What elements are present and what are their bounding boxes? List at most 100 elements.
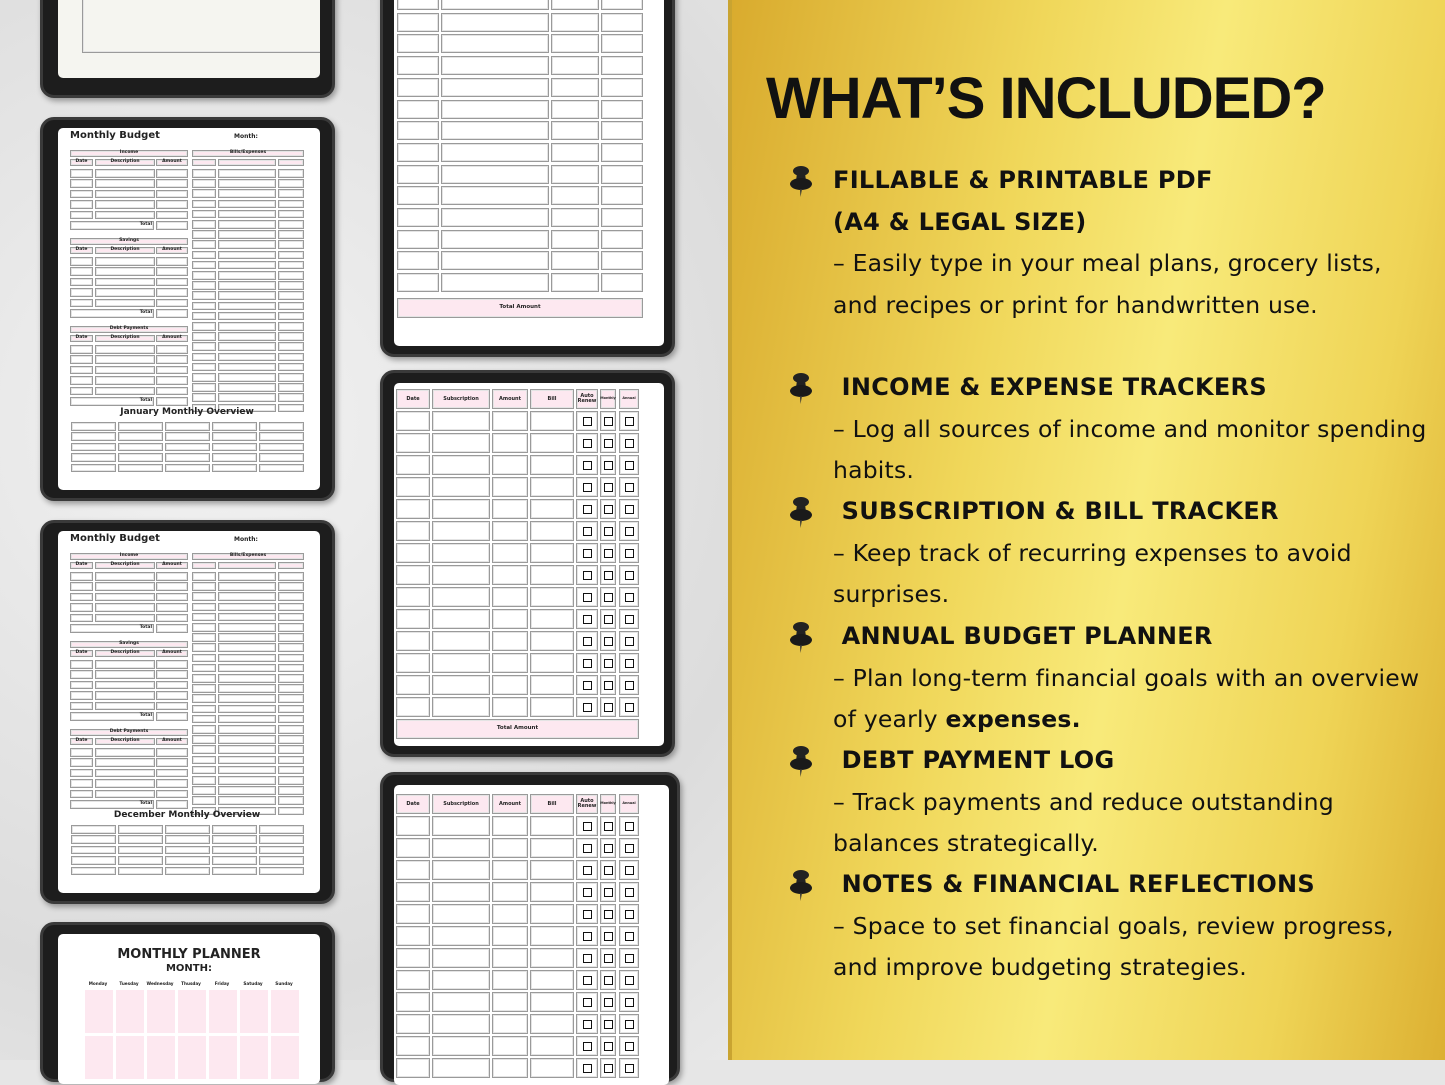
checkbox[interactable] bbox=[603, 460, 613, 470]
checkbox[interactable] bbox=[624, 614, 634, 624]
checkbox[interactable] bbox=[603, 526, 613, 536]
checkbox[interactable] bbox=[624, 1041, 634, 1051]
checkbox[interactable] bbox=[624, 526, 634, 536]
table-cell bbox=[441, 77, 549, 97]
table-cell bbox=[218, 684, 276, 693]
table-cell bbox=[278, 281, 304, 290]
checkbox[interactable] bbox=[582, 931, 592, 941]
checkbox[interactable] bbox=[603, 909, 613, 919]
checkbox[interactable] bbox=[582, 614, 592, 624]
column-label: Subscription bbox=[443, 800, 479, 807]
checkbox[interactable] bbox=[603, 416, 613, 426]
checkbox[interactable] bbox=[603, 931, 613, 941]
table-cell bbox=[70, 257, 93, 266]
column-header bbox=[576, 794, 598, 814]
checkbox[interactable] bbox=[603, 636, 613, 646]
checkbox[interactable] bbox=[624, 953, 634, 963]
checkbox[interactable] bbox=[624, 416, 634, 426]
checkbox[interactable] bbox=[582, 865, 592, 875]
checkbox[interactable] bbox=[582, 1019, 592, 1029]
checkbox[interactable] bbox=[624, 460, 634, 470]
feature-description: – Plan long-term financial goals with an… bbox=[833, 658, 1433, 741]
checkbox[interactable] bbox=[582, 702, 592, 712]
checkbox[interactable] bbox=[603, 658, 613, 668]
section-header bbox=[70, 326, 188, 333]
table-cell bbox=[192, 745, 216, 754]
checkbox[interactable] bbox=[603, 680, 613, 690]
checkbox[interactable] bbox=[624, 887, 634, 897]
checkbox[interactable] bbox=[624, 570, 634, 580]
checkbox[interactable] bbox=[582, 658, 592, 668]
checkbox[interactable] bbox=[603, 887, 613, 897]
checkbox[interactable] bbox=[603, 482, 613, 492]
checkbox[interactable] bbox=[582, 416, 592, 426]
table-cell bbox=[601, 142, 643, 162]
checkbox[interactable] bbox=[582, 636, 592, 646]
checkbox[interactable] bbox=[624, 821, 634, 831]
checkbox[interactable] bbox=[582, 997, 592, 1007]
checkbox[interactable] bbox=[603, 1041, 613, 1051]
checkbox[interactable] bbox=[624, 482, 634, 492]
checkbox[interactable] bbox=[624, 680, 634, 690]
checkbox[interactable] bbox=[582, 680, 592, 690]
checkbox[interactable] bbox=[603, 865, 613, 875]
checkbox[interactable] bbox=[624, 975, 634, 985]
checkbox[interactable] bbox=[624, 909, 634, 919]
checkbox[interactable] bbox=[582, 953, 592, 963]
checkbox[interactable] bbox=[603, 570, 613, 580]
checkbox[interactable] bbox=[603, 821, 613, 831]
checkbox[interactable] bbox=[582, 1041, 592, 1051]
checkbox[interactable] bbox=[603, 1063, 613, 1073]
checkbox[interactable] bbox=[624, 702, 634, 712]
checkbox[interactable] bbox=[603, 504, 613, 514]
checkbox[interactable] bbox=[582, 975, 592, 985]
column-header bbox=[432, 794, 490, 814]
checkbox[interactable] bbox=[603, 702, 613, 712]
checkbox[interactable] bbox=[582, 887, 592, 897]
table-cell bbox=[530, 433, 574, 453]
table-cell bbox=[432, 411, 490, 431]
checkbox[interactable] bbox=[603, 997, 613, 1007]
table-cell bbox=[192, 373, 216, 382]
checkbox[interactable] bbox=[603, 438, 613, 448]
checkbox[interactable] bbox=[582, 570, 592, 580]
checkbox[interactable] bbox=[624, 865, 634, 875]
table-cell bbox=[396, 970, 430, 990]
checkbox[interactable] bbox=[582, 482, 592, 492]
checkbox[interactable] bbox=[624, 1063, 634, 1073]
checkbox[interactable] bbox=[624, 548, 634, 558]
checkbox[interactable] bbox=[582, 1063, 592, 1073]
checkbox[interactable] bbox=[603, 953, 613, 963]
checkbox[interactable] bbox=[603, 548, 613, 558]
checkbox[interactable] bbox=[624, 438, 634, 448]
checkbox[interactable] bbox=[624, 592, 634, 602]
checkbox[interactable] bbox=[624, 658, 634, 668]
checkbox[interactable] bbox=[582, 438, 592, 448]
checkbox[interactable] bbox=[582, 592, 592, 602]
table-cell bbox=[192, 322, 216, 331]
table-cell bbox=[218, 291, 276, 300]
table-cell bbox=[278, 322, 304, 331]
checkbox[interactable] bbox=[582, 821, 592, 831]
checkbox[interactable] bbox=[603, 614, 613, 624]
checkbox[interactable] bbox=[624, 636, 634, 646]
checkbox[interactable] bbox=[603, 592, 613, 602]
checkbox[interactable] bbox=[582, 548, 592, 558]
table-cell bbox=[95, 179, 155, 188]
table-cell bbox=[156, 701, 188, 711]
checkbox[interactable] bbox=[624, 1019, 634, 1029]
month-label: Month: bbox=[234, 536, 258, 543]
checkbox[interactable] bbox=[624, 843, 634, 853]
checkbox[interactable] bbox=[603, 1019, 613, 1029]
checkbox[interactable] bbox=[582, 843, 592, 853]
checkbox[interactable] bbox=[603, 843, 613, 853]
checkbox[interactable] bbox=[582, 909, 592, 919]
checkbox[interactable] bbox=[582, 460, 592, 470]
checkbox[interactable] bbox=[624, 931, 634, 941]
checkbox[interactable] bbox=[603, 975, 613, 985]
checkbox[interactable] bbox=[624, 997, 634, 1007]
checkbox[interactable] bbox=[624, 504, 634, 514]
table-cell bbox=[530, 904, 574, 924]
checkbox[interactable] bbox=[582, 526, 592, 536]
checkbox[interactable] bbox=[582, 504, 592, 514]
